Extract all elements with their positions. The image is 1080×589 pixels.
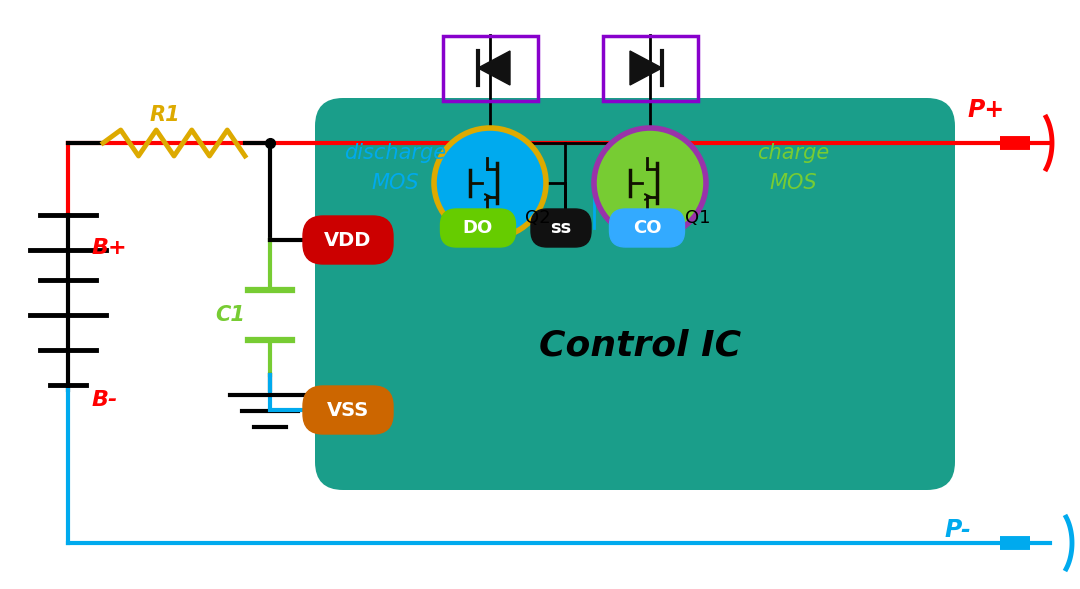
Polygon shape	[630, 51, 662, 85]
Text: Q1: Q1	[685, 209, 711, 227]
FancyBboxPatch shape	[441, 209, 515, 247]
Text: discharge: discharge	[343, 143, 446, 163]
Polygon shape	[478, 51, 510, 85]
Ellipse shape	[434, 128, 546, 238]
Text: C1: C1	[215, 305, 245, 325]
FancyBboxPatch shape	[303, 386, 393, 434]
Bar	[603, 35, 698, 101]
Text: P+: P+	[968, 98, 1004, 122]
FancyBboxPatch shape	[531, 209, 591, 247]
Text: Q2: Q2	[525, 209, 551, 227]
Text: R1: R1	[150, 105, 180, 125]
Text: charge: charge	[757, 143, 829, 163]
Bar	[443, 35, 538, 101]
Text: VSS: VSS	[327, 401, 369, 419]
Text: DO: DO	[463, 219, 494, 237]
Text: CO: CO	[633, 219, 661, 237]
Text: Control IC: Control IC	[539, 328, 741, 362]
Text: ss: ss	[551, 219, 571, 237]
Text: B+: B+	[92, 238, 127, 258]
FancyBboxPatch shape	[315, 98, 955, 490]
Text: MOS: MOS	[769, 173, 816, 193]
Text: VDD: VDD	[324, 230, 372, 250]
Text: P-: P-	[945, 518, 971, 542]
Text: B-: B-	[92, 390, 118, 410]
FancyBboxPatch shape	[303, 216, 393, 264]
Ellipse shape	[594, 128, 706, 238]
Text: MOS: MOS	[372, 173, 419, 193]
FancyBboxPatch shape	[609, 209, 685, 247]
